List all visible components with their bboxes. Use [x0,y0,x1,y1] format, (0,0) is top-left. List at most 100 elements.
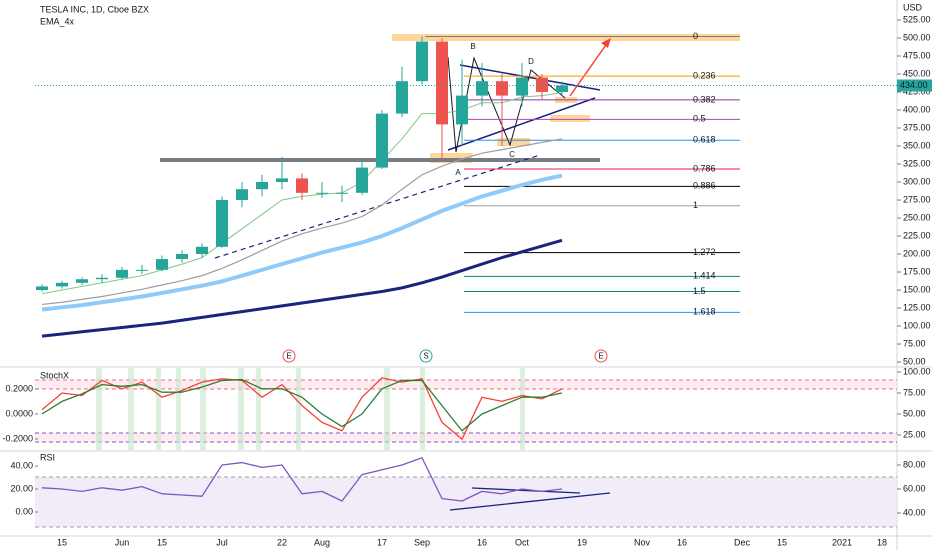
zone [550,115,590,122]
y2-tick-label: 50.00 [903,408,926,418]
event-label: S [423,352,428,361]
x-tick-label: 16 [477,537,487,547]
candle-body [256,182,268,190]
triangle-line [447,97,596,151]
event-label: E [286,352,291,361]
y-tick-label: 525.00 [903,14,931,24]
y-tick-label: 75.00 [903,338,926,348]
line [41,173,563,312]
pattern-label: C [509,150,515,159]
fib-label: 1.272 [693,247,716,257]
candle-body [436,41,448,125]
candle-body [136,269,148,271]
x-tick-label: Sep [414,537,430,547]
candle-body [376,113,388,168]
y-tick-label: 400.00 [903,104,931,114]
foreground: 15 Jun 15 Jul 22 Aug 17 Sep 16 Oct 19 Nov 16 Dec 15 202… [2,14,932,547]
candle-body [76,279,88,283]
event-marker [594,349,608,363]
candle-body [276,178,288,183]
fib-label: 1 [693,200,698,210]
candle-body [476,81,488,96]
y-tick-label: 20.00 [10,483,33,493]
x-tick-label: 15 [157,537,167,547]
rsi-trend-line [471,487,581,494]
zone [392,34,740,41]
event-marker [419,349,433,363]
candle-body [96,277,108,280]
x-tick-label: Jun [115,537,130,547]
y-tick-label: 125.00 [903,302,931,312]
highlight [156,368,161,450]
y-tick-label: 100.00 [903,320,931,330]
y-tick-label: 325.00 [903,158,931,168]
candle-body [296,178,308,193]
candle-body [116,269,128,278]
indicator-label: EMA_4x [40,16,75,26]
highlight [256,368,261,450]
y2-tick-label: 75.00 [903,387,926,397]
candle-body [556,85,568,92]
y2-tick-label: 80.00 [903,459,926,469]
x-tick-label: 15 [57,537,67,547]
x-tick-label: 2021 [832,537,852,547]
stoch-band [35,380,897,389]
candle-body [316,192,328,194]
x-tick-label: Jul [216,537,228,547]
y2-tick-label: 25.00 [903,429,926,439]
y-tick-label: 475.00 [903,50,931,60]
projection-arrow [569,41,609,97]
y-tick-label: 40.00 [10,460,33,470]
candle-body [356,167,368,193]
trend-line [214,154,541,259]
x-tick-label: 22 [277,537,287,547]
highlight [176,368,181,450]
fib-label: 0.236 [693,71,716,81]
fib-label: 0 [693,31,698,41]
stoch-band [35,433,897,442]
fib-label: 1.618 [693,307,716,317]
fib-label: 1.5 [693,286,706,296]
x-tick-label: 17 [377,537,387,547]
y-tick-label: 250.00 [903,212,931,222]
currency-label: USD [903,2,923,12]
highlight [238,368,244,450]
highlight [520,368,525,450]
line [41,377,563,440]
candle-body [516,77,528,96]
pattern-label: A [455,168,461,177]
x-tick-label: 18 [877,537,887,547]
candle-body [196,246,208,255]
x-tick-label: Dec [734,537,751,547]
candle-body [216,200,228,247]
y-tick-label: 0.2000 [5,383,33,393]
candle-body [496,81,508,96]
last-price-label: 434.00 [900,80,928,90]
candle-body [456,95,468,125]
y-tick-label: 375.00 [903,122,931,132]
chart-title: TESLA INC, 1D, Cboe BZX [40,4,149,14]
line [41,378,563,432]
x-tick-label: 16 [677,537,687,547]
rsi-band [35,477,897,527]
pattern-label: B [470,42,475,51]
candle-body [36,286,48,291]
fib-label: 0.618 [693,135,716,145]
panel-title: RSI [40,452,55,462]
y-tick-label: 50.00 [903,356,926,366]
highlight [296,368,301,450]
fib-label: 0.382 [693,94,716,104]
y-tick-label: 225.00 [903,230,931,240]
x-tick-label: Nov [634,537,651,547]
x-tick-label: 15 [777,537,787,547]
candle-body [236,189,248,201]
y2-tick-label: 40.00 [903,507,926,517]
candle-body [536,77,548,92]
y-tick-label: 175.00 [903,266,931,276]
stoch-highlights [96,368,525,450]
fib-label: 1.414 [693,271,716,281]
y-tick-label: 200.00 [903,248,931,258]
y-tick-label: 350.00 [903,140,931,150]
